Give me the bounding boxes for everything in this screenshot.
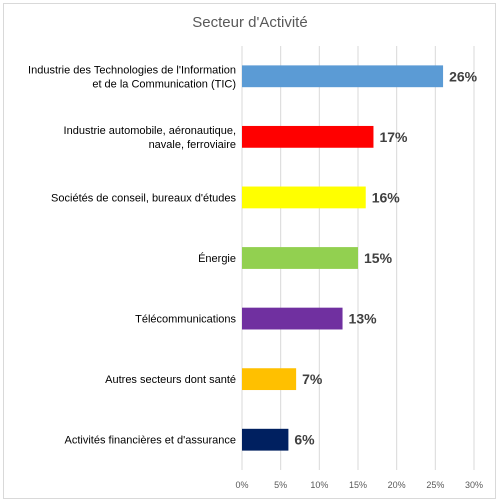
category-label: et de la Communication (TIC) [92, 78, 236, 90]
bar [242, 428, 289, 451]
data-labels: 26% 17% 16% 15% 13% 7% 6% [294, 68, 477, 447]
x-axis-ticks: 0% 5% 10% 15% 20% 25% 30% [235, 480, 483, 490]
x-tick-label: 25% [426, 480, 444, 490]
x-tick-label: 5% [274, 480, 287, 490]
category-label: Industrie des Technologies de l'Informat… [28, 64, 236, 76]
bar [242, 247, 358, 269]
category-label: navale, ferroviaire [149, 139, 236, 151]
x-tick-label: 10% [310, 480, 328, 490]
bar [242, 125, 374, 148]
data-label: 17% [379, 129, 408, 145]
x-tick-label: 30% [465, 480, 483, 490]
category-label: Sociétés de conseil, bureaux d'études [51, 192, 236, 204]
data-label: 6% [294, 432, 315, 448]
data-label: 15% [364, 250, 393, 266]
category-label: Autres secteurs dont santé [105, 374, 236, 386]
category-label: Télécommunications [135, 314, 236, 326]
data-label: 26% [449, 68, 478, 84]
category-label: Industrie automobile, aéronautique, [64, 125, 236, 137]
bar [242, 65, 444, 88]
x-tick-label: 15% [349, 480, 367, 490]
category-label: Énergie [198, 252, 236, 265]
x-tick-label: 0% [235, 480, 248, 490]
data-label: 13% [349, 311, 378, 327]
bars [242, 65, 444, 451]
data-label: 7% [302, 371, 323, 387]
category-label: Activités financières et d'assurance [65, 435, 236, 447]
x-tick-label: 20% [388, 480, 406, 490]
gridlines [241, 46, 475, 470]
bar [242, 186, 366, 209]
bar [242, 368, 297, 391]
data-label: 16% [372, 189, 401, 205]
bar [242, 307, 343, 330]
chart-title: Secteur d'Activité [192, 14, 307, 31]
category-labels: Industrie des Technologies de l'Informat… [28, 64, 236, 446]
